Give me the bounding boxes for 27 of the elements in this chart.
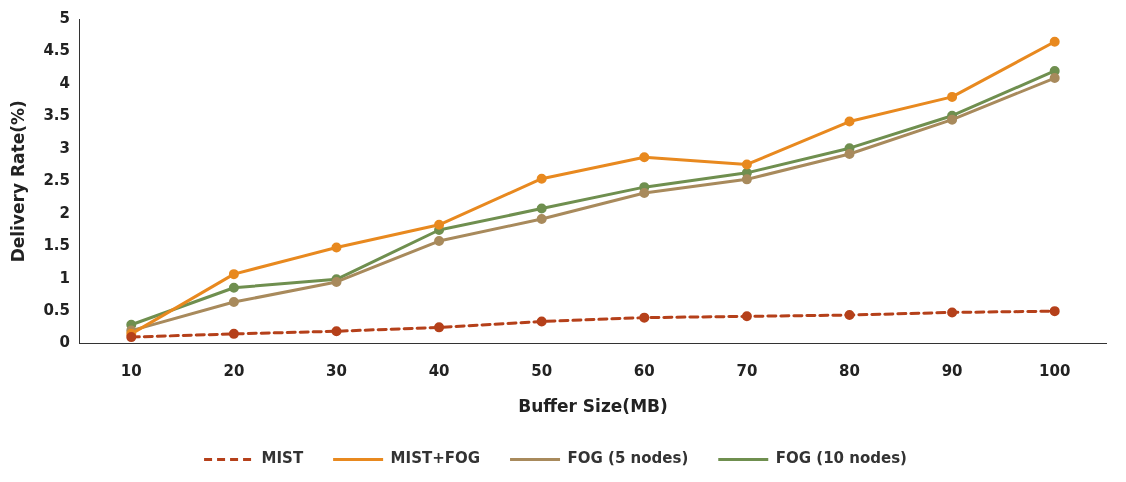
y-tick-label: 3.5: [43, 106, 70, 125]
x-tick-label: 100: [1039, 362, 1071, 381]
legend-label: FOG (5 nodes): [567, 449, 689, 468]
x-tick-label: 30: [326, 362, 347, 381]
x-axis-title: Buffer Size(MB): [518, 396, 668, 417]
y-tick-label: 5: [59, 8, 70, 27]
x-tick-label: 10: [120, 362, 142, 381]
x-tick-label: 40: [428, 362, 450, 381]
y-tick-label: 4.5: [43, 41, 70, 60]
y-tick-label: 4: [59, 73, 70, 92]
y-tick-label: 2.5: [43, 171, 70, 190]
y-tick-label: 3: [59, 138, 70, 157]
y-axis-title: Delivery Rate(%): [7, 100, 28, 263]
x-tick-label: 80: [839, 362, 860, 381]
x-tick-label: 70: [736, 362, 758, 381]
legend-label: MIST+FOG: [390, 449, 481, 468]
legend-label: MIST: [261, 449, 304, 468]
y-tick-label: 2: [59, 203, 70, 222]
x-tick-label: 20: [223, 362, 245, 381]
y-tick-label: 0.5: [43, 301, 70, 320]
legend-label: FOG (10 nodes): [775, 449, 907, 468]
x-tick-label: 50: [531, 362, 553, 381]
x-tick-label: 60: [633, 362, 655, 381]
y-tick-label: 1.5: [43, 236, 70, 255]
y-tick-label: 0: [59, 333, 70, 352]
y-tick-label: 1: [59, 268, 70, 287]
x-tick-label: 90: [941, 362, 963, 381]
